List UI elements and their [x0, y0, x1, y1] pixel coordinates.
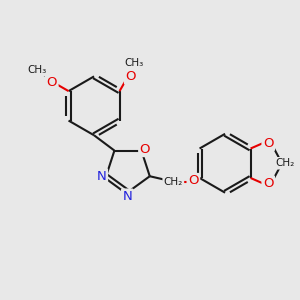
Text: O: O [263, 137, 274, 150]
Text: O: O [46, 76, 57, 89]
Text: CH₃: CH₃ [124, 58, 143, 68]
Text: CH₂: CH₂ [276, 158, 295, 168]
Text: O: O [263, 177, 274, 190]
Text: CH₃: CH₃ [27, 65, 47, 75]
Text: O: O [188, 174, 199, 188]
Text: CH₂: CH₂ [164, 177, 183, 187]
Text: N: N [97, 170, 106, 183]
Text: O: O [125, 70, 136, 83]
Text: O: O [140, 142, 150, 156]
Text: N: N [122, 190, 132, 203]
